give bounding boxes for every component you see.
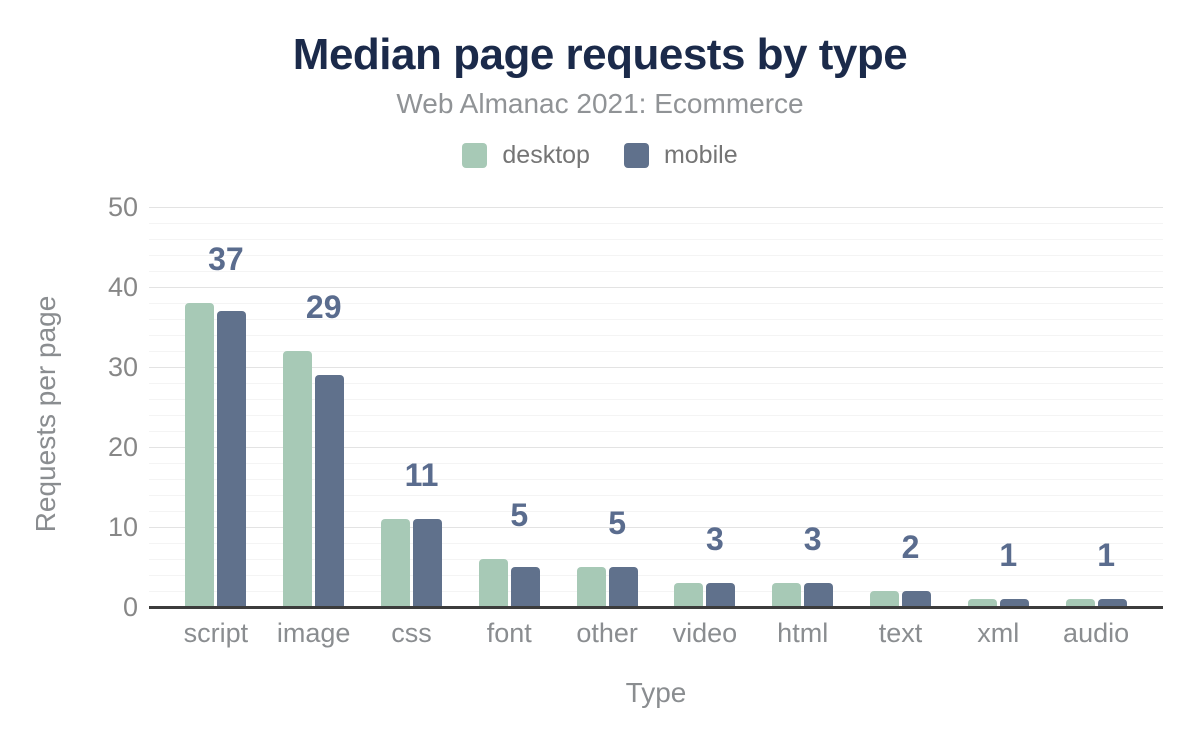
bar-desktop-audio: [1065, 599, 1095, 607]
gridline-minor: [149, 463, 1163, 464]
x-tick-text: text: [878, 618, 923, 648]
gridline-minor: [149, 575, 1163, 576]
gridline-minor: [149, 239, 1163, 240]
data-label-script: 37: [208, 241, 244, 277]
gridline-minor: [149, 399, 1163, 400]
gridline-minor: [149, 319, 1163, 320]
y-tick-30: 30: [107, 352, 138, 382]
x-tick-html: html: [777, 618, 829, 648]
bar-mobile-video: [706, 583, 736, 607]
x-tick-script: script: [183, 618, 249, 648]
x-tick-image: image: [276, 618, 351, 648]
x-axis-line: [149, 605, 1163, 609]
gridline-major: [149, 447, 1163, 448]
bar-mobile-other: [608, 567, 638, 607]
bar-desktop-image: [283, 351, 313, 607]
bar-desktop-html: [772, 583, 802, 607]
bar-desktop-text: [870, 591, 899, 607]
gridline-minor: [149, 415, 1163, 416]
bar-mobile-css: [413, 519, 442, 607]
gridline-major: [149, 527, 1163, 528]
data-label-text: 2: [901, 529, 920, 565]
bar-mobile-font: [510, 567, 540, 607]
gridline-major: [149, 287, 1163, 288]
gridline-minor: [149, 591, 1163, 592]
y-tick-50: 50: [107, 192, 138, 222]
y-tick-0: 0: [122, 592, 138, 622]
bar-mobile-xml: [999, 599, 1029, 607]
x-tick-css: css: [391, 618, 432, 648]
bar-mobile-text: [902, 591, 931, 607]
legend-label-desktop: desktop: [502, 141, 590, 169]
bar-desktop-font: [478, 559, 508, 607]
x-tick-font: font: [486, 618, 532, 648]
gridline-minor: [149, 495, 1163, 496]
bar-mobile-html: [804, 583, 834, 607]
bar-mobile-image: [315, 375, 345, 607]
gridline-minor: [149, 335, 1163, 336]
bar-desktop-css: [381, 519, 410, 607]
data-label-image: 29: [305, 289, 342, 325]
data-label-audio: 1: [1097, 537, 1115, 573]
gridline-major: [149, 207, 1163, 208]
data-label-css: 11: [404, 457, 439, 493]
bar-desktop-other: [576, 567, 606, 607]
bar-desktop-xml: [967, 599, 997, 607]
bar-mobile-script: [217, 311, 247, 607]
gridline-minor: [149, 559, 1163, 560]
gridline-minor: [149, 543, 1163, 544]
bar-desktop-video: [674, 583, 704, 607]
legend-label-mobile: mobile: [663, 141, 738, 169]
bar-mobile-audio: [1097, 599, 1127, 607]
legend-item-desktop: desktop: [462, 141, 590, 170]
gridline-minor: [149, 383, 1163, 384]
x-axis-title: Type: [625, 677, 687, 708]
legend-swatch-mobile: [623, 143, 649, 168]
x-tick-video: video: [672, 618, 738, 648]
bar-desktop-script: [185, 303, 215, 607]
gridline-minor: [149, 511, 1163, 512]
data-label-font: 5: [510, 497, 529, 533]
y-tick-10: 10: [107, 512, 138, 542]
y-tick-40: 40: [107, 272, 138, 302]
legend-swatch-desktop: [462, 143, 488, 168]
data-label-xml: 1: [999, 537, 1018, 573]
legend-item-mobile: mobile: [623, 141, 738, 170]
chart-subtitle: Web Almanac 2021: Ecommerce: [396, 88, 804, 119]
gridline-major: [149, 367, 1163, 368]
legend: desktop mobile: [0, 141, 1200, 170]
data-label-html: 3: [803, 521, 822, 557]
data-label-other: 5: [608, 505, 626, 541]
chart-title: Median page requests by type: [292, 30, 908, 79]
gridline-minor: [149, 431, 1163, 432]
gridline-minor: [149, 223, 1163, 224]
gridline-minor: [149, 303, 1163, 304]
y-tick-20: 20: [107, 432, 138, 462]
gridline-minor: [149, 351, 1163, 352]
data-label-video: 3: [705, 521, 724, 557]
x-tick-xml: xml: [977, 618, 1020, 648]
gridline-minor: [149, 479, 1163, 480]
gridline-minor: [149, 255, 1163, 256]
gridline-minor: [149, 271, 1163, 272]
x-tick-other: other: [576, 618, 638, 648]
x-tick-audio: audio: [1063, 618, 1130, 648]
